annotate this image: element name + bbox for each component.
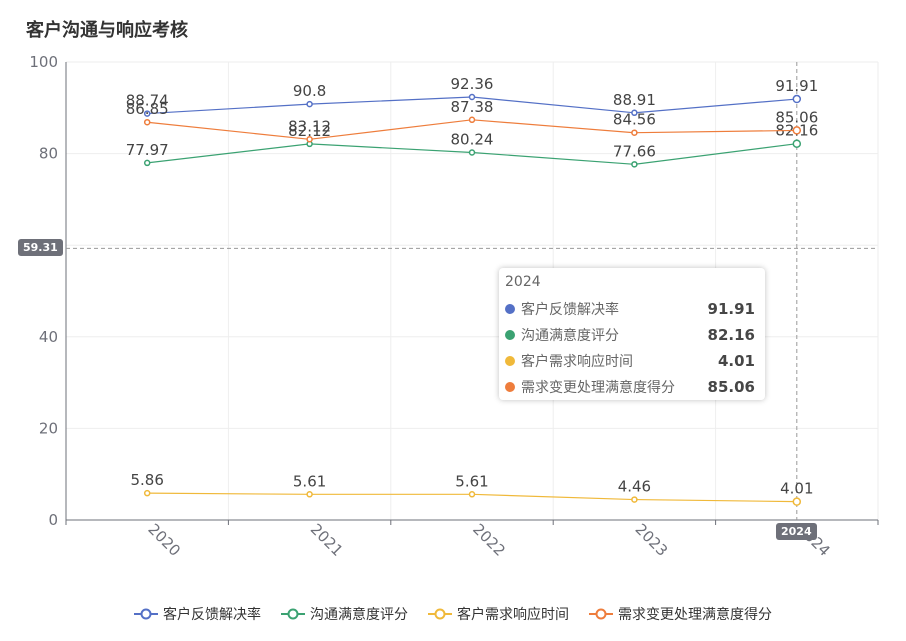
tooltip-series-value: 82.16	[707, 326, 755, 344]
data-point	[468, 93, 476, 101]
tooltip-row: 客户反馈解决率 91.91	[505, 296, 759, 322]
data-point	[792, 497, 802, 506]
legend-line-icon	[428, 608, 452, 620]
tooltip-series-name: 客户需求响应时间	[521, 354, 633, 370]
x-tick-label: 2021	[307, 520, 347, 560]
data-label: 92.36	[451, 75, 494, 93]
data-label: 77.97	[126, 141, 169, 159]
data-point	[143, 159, 151, 167]
data-point	[792, 126, 802, 135]
legend-label: 需求变更处理满意度得分	[618, 607, 772, 623]
y-tick-label: 20	[39, 419, 58, 437]
data-label: 82.12	[288, 122, 331, 140]
x-tick-label: 2023	[632, 520, 672, 560]
data-point	[792, 94, 802, 104]
legend-label: 沟通满意度评分	[310, 607, 408, 623]
legend-item[interactable]: 客户反馈解决率	[134, 604, 261, 624]
data-label: 86.85	[126, 100, 169, 118]
data-label: 88.74	[126, 92, 169, 110]
data-point	[306, 491, 313, 498]
data-point	[143, 110, 151, 117]
tooltip-series-name: 客户反馈解决率	[521, 302, 619, 318]
data-label: 85.06	[775, 108, 818, 126]
tooltip: 2024 客户反馈解决率 91.91 沟通满意度评分 82.16 客户需求响应时…	[499, 268, 765, 400]
data-point	[143, 489, 151, 497]
chart-legend: 客户反馈解决率 沟通满意度评分 客户需求响应时间 需求变更处理满意度得分	[0, 604, 906, 624]
series-dot-icon	[505, 382, 515, 392]
legend-label: 客户需求响应时间	[457, 607, 569, 623]
data-label: 84.56	[613, 111, 656, 129]
y-tick-label: 40	[39, 328, 58, 346]
data-point	[631, 109, 638, 117]
tooltip-row: 需求变更处理满意度得分 85.06	[505, 374, 759, 400]
data-label: 4.01	[780, 480, 813, 498]
tooltip-series-value: 4.01	[717, 352, 755, 370]
y-tick-label: 100	[29, 53, 58, 71]
data-point	[468, 491, 476, 498]
y-tick-label: 0	[48, 511, 58, 529]
series-dot-icon	[505, 304, 515, 314]
data-point	[143, 118, 151, 126]
data-point	[792, 139, 802, 148]
data-label: 87.38	[451, 98, 494, 116]
x-tick-label: 2022	[469, 520, 509, 560]
legend-item[interactable]: 客户需求响应时间	[428, 604, 569, 624]
legend-item[interactable]: 沟通满意度评分	[281, 604, 408, 624]
series-dot-icon	[505, 356, 515, 366]
legend-line-icon	[589, 608, 613, 620]
data-label: 80.24	[451, 131, 494, 149]
data-label: 88.91	[613, 91, 656, 109]
legend-label: 客户反馈解决率	[163, 607, 261, 623]
data-label: 83.12	[288, 117, 331, 135]
tooltip-series-value: 91.91	[707, 300, 755, 318]
data-label: 91.91	[775, 77, 818, 95]
data-label: 5.61	[293, 472, 326, 490]
data-label: 90.8	[293, 82, 326, 100]
data-point	[468, 116, 476, 124]
data-label: 5.61	[455, 472, 488, 490]
x-tick-label: 2020	[144, 520, 184, 560]
data-point	[631, 496, 638, 503]
data-point	[631, 129, 638, 136]
tooltip-series-name: 沟通满意度评分	[521, 328, 619, 344]
crosshair-y-label: 59.31	[18, 239, 63, 256]
legend-line-icon	[134, 608, 158, 620]
tooltip-row: 客户需求响应时间 4.01	[505, 348, 759, 374]
data-label: 4.46	[618, 478, 651, 496]
data-label: 5.86	[130, 471, 163, 489]
chart-title: 客户沟通与响应考核	[26, 20, 188, 41]
tooltip-series-value: 85.06	[707, 378, 755, 396]
data-point	[306, 136, 313, 143]
data-point	[631, 161, 638, 168]
legend-item[interactable]: 需求变更处理满意度得分	[589, 604, 772, 624]
series-dot-icon	[505, 330, 515, 340]
legend-line-icon	[281, 608, 305, 620]
y-tick-label: 80	[39, 145, 58, 163]
data-point	[306, 100, 313, 108]
tooltip-title: 2024	[505, 274, 541, 290]
data-point	[468, 149, 476, 156]
crosshair-x-label: 2024	[776, 523, 817, 540]
data-label: 77.66	[613, 142, 656, 160]
line-chart[interactable]: 0204060801002020202120222023202488.7490.…	[0, 0, 906, 600]
tooltip-series-name: 需求变更处理满意度得分	[521, 380, 675, 396]
tooltip-row: 沟通满意度评分 82.16	[505, 322, 759, 348]
